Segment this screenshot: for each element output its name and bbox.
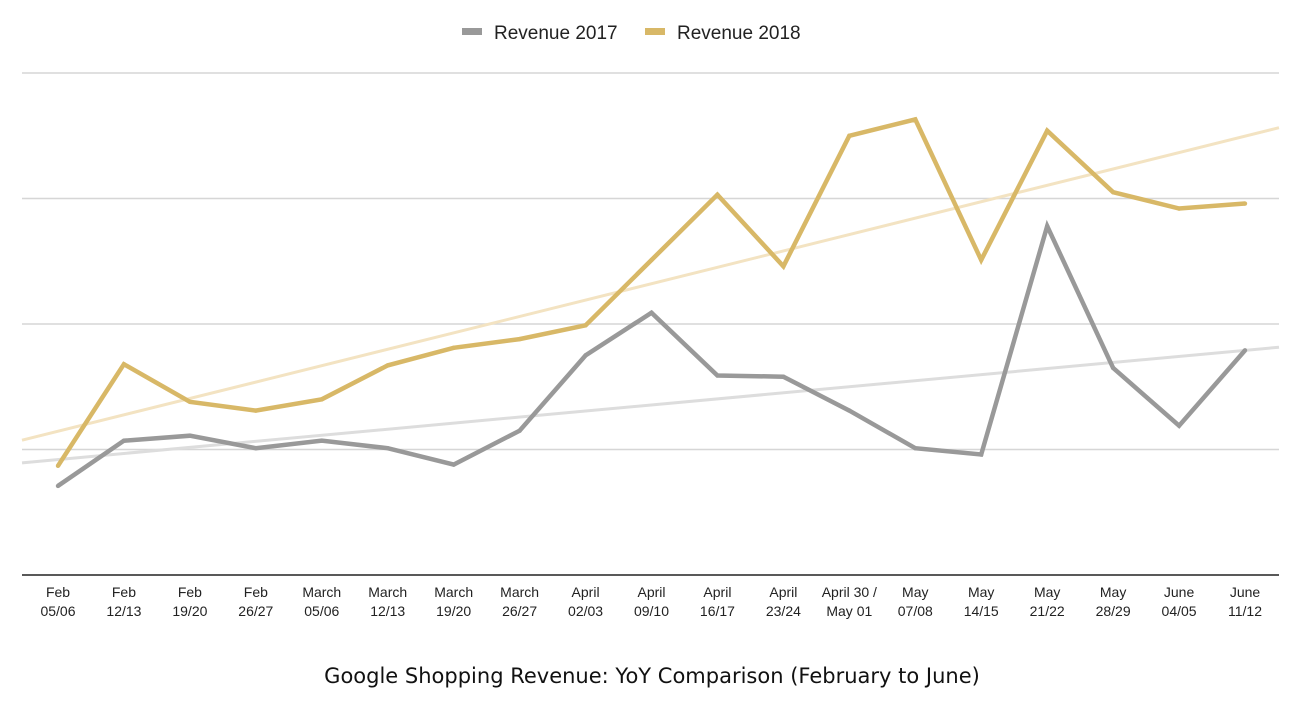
legend-label-revenue-2017: Revenue 2017 [494,23,618,44]
data-point-revenue-2018 [517,336,522,342]
x-tick-label: May 07/08 [898,584,933,619]
x-tick-label: April 30 /May 01 [822,584,877,619]
x-tick-label: March 26/27 [500,584,539,619]
data-point-revenue-2017 [979,452,984,457]
legend-label-revenue-2018: Revenue 2018 [677,23,801,44]
x-tick-label: June 11/12 [1228,584,1262,619]
data-point-revenue-2018 [55,463,61,469]
data-point-revenue-2017 [583,353,588,358]
data-point-revenue-2017 [649,310,654,315]
data-point-revenue-2017 [1110,365,1116,371]
data-point-revenue-2017 [517,428,522,433]
data-point-revenue-2018 [1110,190,1116,195]
data-point-revenue-2017 [715,373,720,378]
legend-swatch-revenue-2017 [462,28,482,35]
series-lines [55,116,1248,489]
legend: Revenue 2017 Revenue 2018 [462,23,801,44]
x-tick-label: April 16/17 [700,584,735,619]
legend-swatch-revenue-2018 [645,28,665,35]
x-tick-label: Feb 05/06 [40,584,75,619]
trendline-revenue-2018 [21,126,1280,442]
x-tick-label: May 28/29 [1096,584,1131,619]
series-line-revenue-2017 [56,219,1247,488]
data-point-revenue-2018 [979,257,984,263]
data-point-revenue-2018 [385,363,390,368]
x-tick-label: March 12/13 [368,584,407,619]
data-point-revenue-2018 [649,257,654,263]
data-point-revenue-2018 [1242,201,1248,206]
data-point-revenue-2017 [55,483,61,489]
data-point-revenue-2017 [913,446,918,451]
x-tick-label: May 21/22 [1030,584,1065,619]
data-point-revenue-2017 [253,446,259,451]
data-point-revenue-2017 [187,433,193,438]
data-point-revenue-2018 [781,264,786,269]
x-tick-label: April 23/24 [766,584,801,619]
x-tick-label: Feb 19/20 [172,584,207,619]
x-axis-tick-labels: Feb 05/06 Feb 12/13 Feb 19/20 Feb 26/27 March 05/… [40,584,1262,619]
data-point-revenue-2017 [1044,223,1050,229]
x-tick-label: Feb 12/13 [106,584,141,619]
trendlines [21,126,1280,465]
x-tick-label: Feb 26/27 [238,584,273,619]
legend-item-revenue-2017[interactable]: Revenue 2017 [462,23,618,44]
data-point-revenue-2017 [451,462,456,467]
data-point-revenue-2018 [847,133,852,138]
data-point-revenue-2018 [451,345,456,351]
data-point-revenue-2017 [1242,348,1248,353]
data-point-revenue-2018 [187,399,193,405]
x-tick-label: April 02/03 [568,584,603,619]
data-point-revenue-2017 [385,446,390,451]
data-point-revenue-2017 [847,408,852,413]
x-tick-label: March 05/06 [302,584,341,619]
chart-caption: Google Shopping Revenue: YoY Comparison … [324,664,980,688]
x-tick-label: May 14/15 [964,584,999,619]
data-point-revenue-2018 [319,397,324,402]
x-tick-label: June 04/05 [1162,584,1197,619]
data-point-revenue-2017 [781,374,786,379]
x-tick-label: April 09/10 [634,584,669,619]
gridlines [22,72,1279,451]
data-point-revenue-2018 [715,192,720,197]
data-point-revenue-2018 [1044,128,1050,133]
legend-item-revenue-2018[interactable]: Revenue 2018 [645,23,801,44]
data-point-revenue-2017 [319,438,324,443]
data-point-revenue-2018 [583,323,588,328]
data-point-revenue-2017 [121,438,127,443]
data-point-revenue-2018 [913,117,918,122]
series-line-revenue-2018 [56,116,1246,468]
data-point-revenue-2018 [121,361,127,367]
data-point-revenue-2018 [253,408,259,413]
data-point-revenue-2018 [1176,206,1182,211]
x-tick-label: March 19/20 [434,584,473,619]
data-point-revenue-2017 [1176,423,1182,428]
